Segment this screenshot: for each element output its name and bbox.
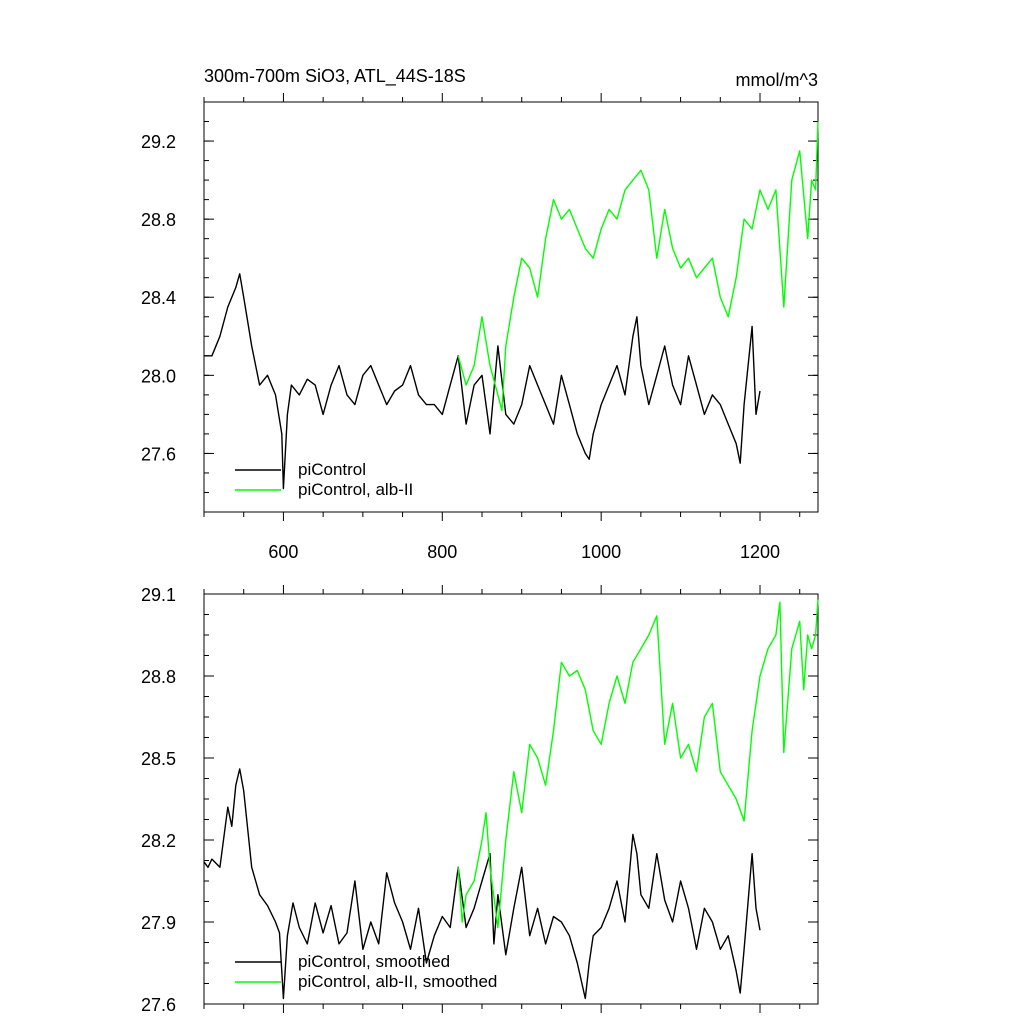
bottom-legend: piControl, smoothed piControl, alb-II, s… (235, 952, 497, 991)
bottom-y-tick-label: 27.9 (141, 913, 176, 933)
bottom-legend-label-alb: piControl, alb-II, smoothed (298, 972, 497, 991)
bottom-y-tick-label: 28.8 (141, 667, 176, 687)
top-legend-label-alb: piControl, alb-II (298, 480, 413, 499)
top-y-tick-label: 28.0 (141, 366, 176, 386)
top-series-line-picontrol (204, 273, 761, 490)
top-x-tick-label: 1200 (740, 542, 780, 562)
bottom-y-tick-label: 28.2 (141, 831, 176, 851)
top-plot-frame (203, 101, 819, 513)
top-legend: piControl piControl, alb-II (235, 460, 413, 499)
top-y-tick-label: 27.6 (141, 444, 176, 464)
bottom-legend-label-picontrol: piControl, smoothed (298, 952, 450, 971)
bottom-lines (203, 599, 819, 1000)
top-lines (204, 121, 819, 490)
top-x-tick-label: 1000 (581, 542, 621, 562)
top-panel: 300m-700m SiO3, ATL_44S-18S mmol/m^3 600… (141, 66, 819, 562)
top-y-tick-label: 29.2 (141, 132, 176, 152)
bottom-y-tick-label: 28.5 (141, 749, 176, 769)
top-title-right: mmol/m^3 (736, 70, 818, 90)
top-y-tick-label: 28.8 (141, 210, 176, 230)
top-series-line-alb-ii (457, 121, 819, 412)
bottom-panel: 27.6 27.9 28.2 28.5 28.8 29.1 piControl, smoo… (141, 585, 819, 1015)
bottom-series-line-picontrol (203, 768, 761, 1000)
bottom-y-tick-label: 29.1 (141, 585, 176, 605)
top-y-tick-label: 28.4 (141, 288, 176, 308)
top-title-left: 300m-700m SiO3, ATL_44S-18S (204, 66, 466, 87)
bottom-series-line-alb-ii (457, 599, 819, 929)
top-ticks: 600 800 1000 1200 27.6 28.0 28.4 28.8 29.2 (141, 93, 818, 562)
top-x-tick-label: 800 (427, 542, 457, 562)
bottom-ticks: 27.6 27.9 28.2 28.5 28.8 29.1 (141, 585, 818, 1015)
top-x-tick-label: 600 (268, 542, 298, 562)
top-legend-label-picontrol: piControl (298, 460, 366, 479)
bottom-y-tick-label: 27.6 (141, 995, 176, 1015)
